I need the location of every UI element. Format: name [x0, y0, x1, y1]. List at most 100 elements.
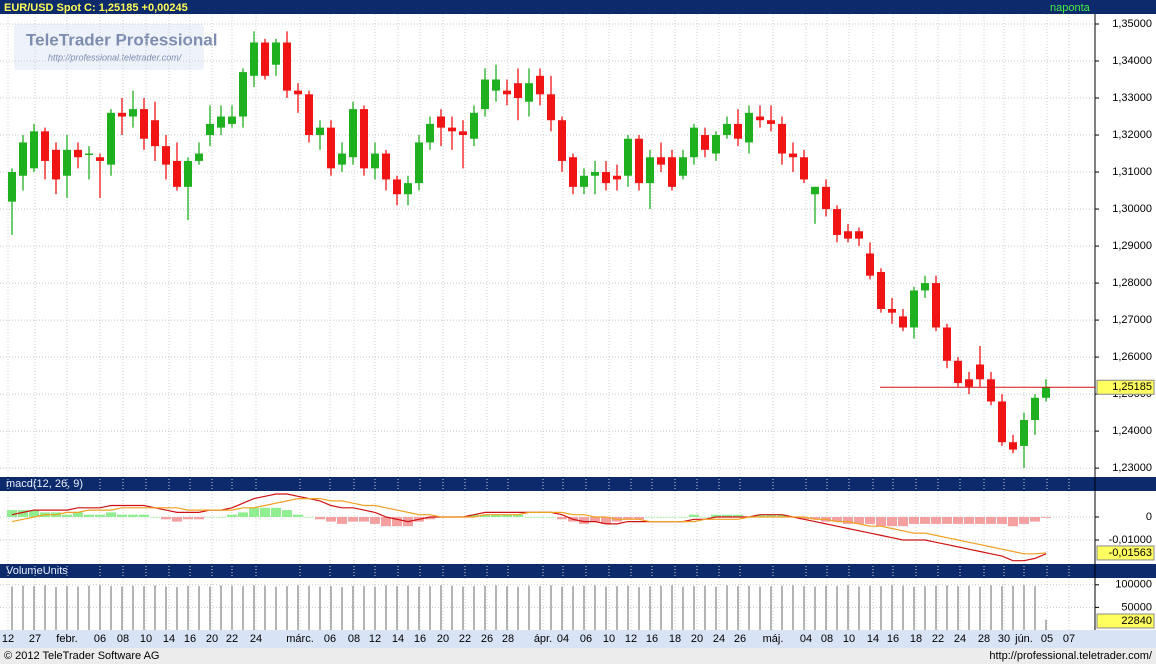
y-tick-label: 1,29000 — [1112, 240, 1152, 252]
histogram-bar — [150, 516, 160, 518]
y-tick-label: 100000 — [1115, 579, 1152, 591]
histogram-bar — [590, 516, 600, 522]
histogram-bar — [645, 516, 655, 518]
histogram-bar — [843, 516, 853, 524]
histogram-bar — [469, 514, 479, 517]
histogram-bar — [326, 516, 336, 522]
candle-body — [569, 157, 577, 187]
candle-body — [228, 116, 236, 124]
x-tick-label: 27 — [29, 633, 41, 645]
candle-body — [921, 283, 929, 291]
candle-body — [162, 146, 170, 165]
candle-body — [437, 116, 445, 128]
candle-body — [173, 160, 181, 187]
candle-body — [756, 116, 764, 121]
last-value-box — [1096, 379, 1155, 395]
macd-line — [11, 493, 1047, 562]
footer-url[interactable]: http://professional.teletrader.com/ — [989, 650, 1153, 662]
y-tick-label: 1,24000 — [1112, 425, 1152, 437]
histogram-bar — [546, 516, 556, 518]
histogram-bar — [1019, 516, 1029, 524]
histogram-bar — [62, 514, 72, 517]
period[interactable]: naponta — [1050, 2, 1091, 14]
copyright: © 2012 TeleTrader Software AG — [4, 650, 159, 662]
histogram-bar — [876, 516, 886, 527]
candle-body — [426, 123, 434, 143]
histogram-bar — [194, 516, 204, 520]
x-tick-label: 10 — [140, 633, 152, 645]
candle-body — [338, 153, 346, 165]
histogram-bar — [249, 507, 259, 517]
candle-body — [316, 127, 324, 136]
candle-body — [525, 83, 533, 102]
candle-body — [107, 112, 115, 165]
price-panel — [0, 14, 1156, 477]
histogram-bar — [667, 516, 677, 518]
candle-body — [8, 172, 16, 202]
candle-body — [74, 149, 82, 158]
candle-body — [954, 360, 962, 383]
histogram-bar — [304, 516, 314, 518]
x-tick-label: 07 — [1063, 633, 1075, 645]
histogram-bar — [216, 516, 226, 518]
x-tick-label: 04 — [800, 633, 812, 645]
histogram-bar — [139, 514, 149, 517]
histogram-bar — [799, 516, 809, 520]
y-tick-label: 1,32000 — [1112, 129, 1152, 141]
candle-body — [866, 253, 874, 276]
y-tick-label: 1,30000 — [1112, 203, 1152, 215]
x-tick-label: jún. — [1014, 633, 1033, 645]
candle-body — [635, 138, 643, 184]
histogram-bar — [1041, 516, 1051, 518]
candle-body — [580, 175, 588, 187]
histogram-bar — [766, 514, 776, 517]
y-tick-label: 1,23000 — [1112, 462, 1152, 474]
histogram-bar — [733, 514, 743, 517]
volume-title: VolumeUnits — [6, 565, 68, 577]
histogram-bar — [84, 514, 94, 517]
histogram-bar — [755, 514, 765, 517]
candle-body — [1042, 387, 1050, 398]
candle-body — [250, 42, 258, 76]
histogram-bar — [260, 507, 270, 517]
plot-layer: 1,35000 1,34000 1,33000 1,32000 1,31000 1,300… — [0, 14, 1155, 645]
x-tick-label: 12 — [625, 633, 637, 645]
candle-body — [855, 231, 863, 239]
candle-body — [877, 271, 885, 309]
x-tick-label: 16 — [184, 633, 196, 645]
histogram-bar — [1008, 516, 1018, 527]
histogram-bar — [689, 514, 699, 517]
x-tick-label: 28 — [978, 633, 990, 645]
histogram-bar — [337, 516, 347, 524]
candle-body — [723, 123, 731, 136]
x-tick-label: 24 — [954, 633, 966, 645]
candle-body — [899, 316, 907, 328]
histogram-bar — [18, 510, 28, 517]
x-tick-label: 26 — [734, 633, 746, 645]
histogram-bar — [634, 516, 644, 520]
y-tick-label: 1,33000 — [1112, 92, 1152, 104]
last-value-label: 22840 — [1121, 615, 1152, 627]
histogram-bar — [887, 516, 897, 527]
histogram-bar — [678, 516, 688, 518]
histogram-bar — [854, 516, 864, 524]
candle-body — [327, 127, 335, 169]
histogram-bar — [711, 514, 721, 517]
candle-body — [976, 364, 984, 380]
x-tick-label: 16 — [414, 633, 426, 645]
candle-body — [294, 90, 302, 95]
macd-line — [11, 497, 1047, 555]
x-tick-label: 04 — [557, 633, 569, 645]
histogram-bar — [700, 516, 710, 518]
candle-body — [470, 112, 478, 139]
histogram-bar — [128, 514, 138, 517]
histogram-bar — [722, 514, 732, 517]
y-tick-label: 1,26000 — [1112, 351, 1152, 363]
histogram-bar — [557, 516, 567, 520]
candle-body — [151, 120, 159, 147]
candle-body — [932, 283, 940, 328]
x-tick-label: ápr. — [534, 633, 552, 645]
histogram-bar — [623, 516, 633, 520]
candle-body — [789, 153, 797, 158]
